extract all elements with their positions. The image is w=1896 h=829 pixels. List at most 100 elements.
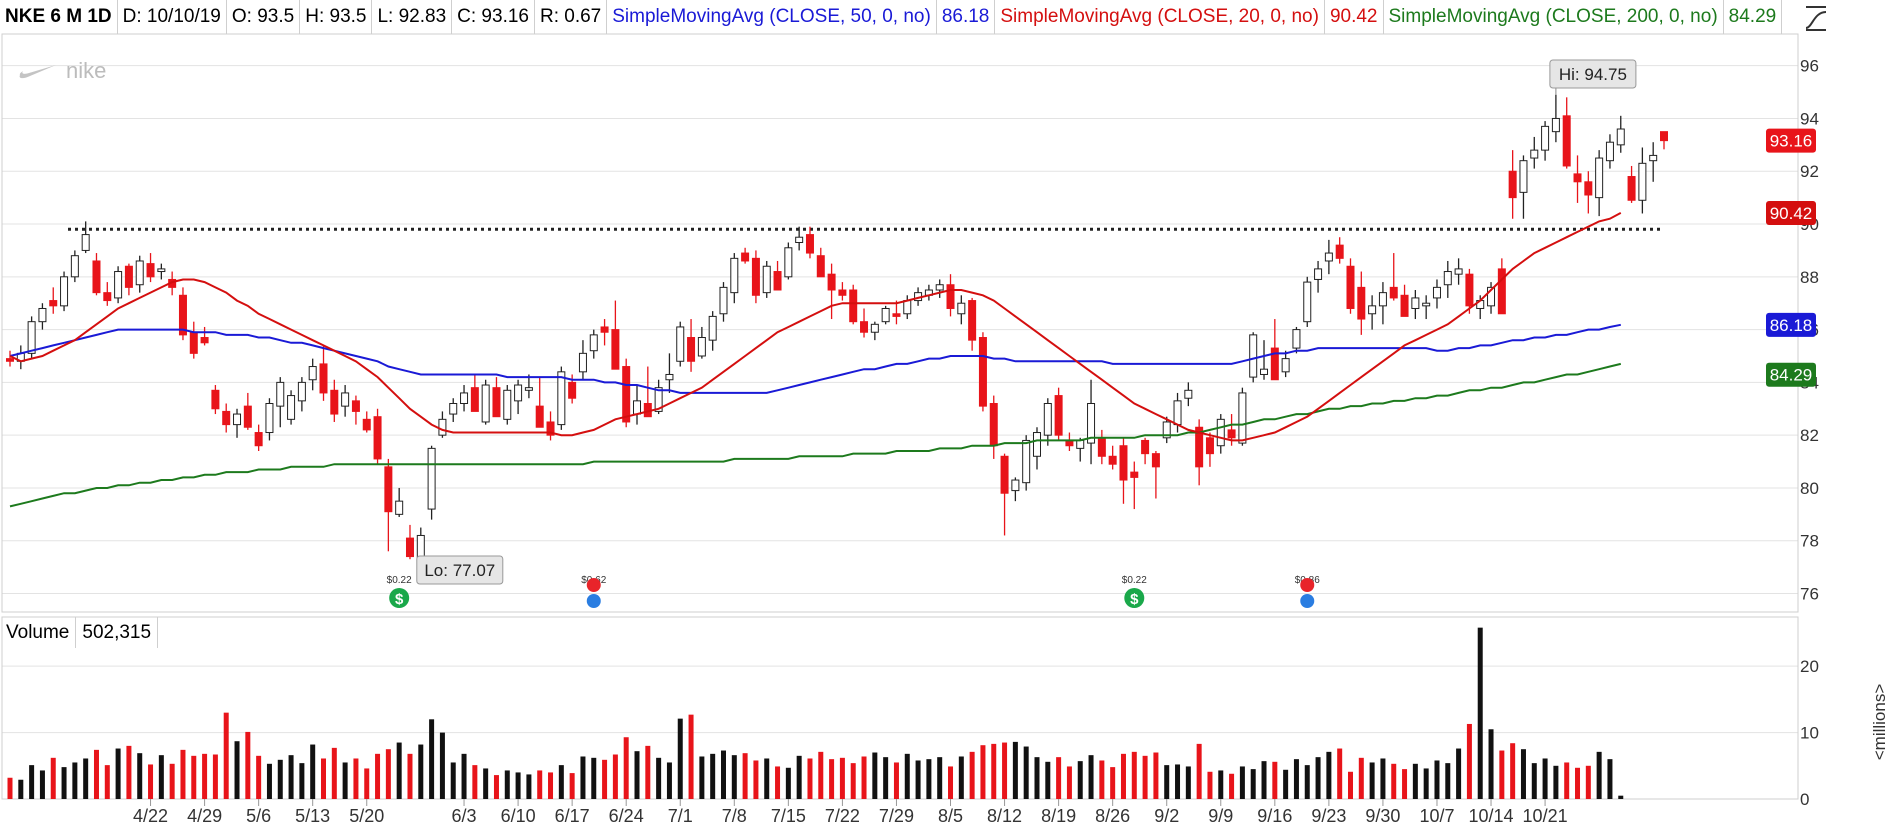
candle-body: [1108, 455, 1117, 465]
date-tick-label: 7/1: [668, 806, 693, 826]
volume-header: Volume 502,315: [0, 617, 159, 648]
volume-bar: [969, 751, 975, 799]
earnings-info-icon: [586, 594, 601, 608]
candle: [611, 300, 620, 370]
volume-bar: [656, 757, 662, 799]
candle: [1649, 142, 1658, 182]
candle: [1541, 121, 1550, 161]
annotation-box: [416, 555, 504, 585]
date-tick-label: 8/5: [938, 806, 963, 826]
price-badge: 86.18: [1766, 312, 1816, 337]
date-tick-label: 7/8: [722, 806, 747, 826]
high-value: H: 93.5: [300, 0, 373, 34]
volume-bar: [904, 753, 910, 799]
candle: [751, 250, 760, 304]
price-tick-label: 76: [1800, 585, 1819, 604]
volume-bar: [1239, 766, 1245, 799]
volume-bar: [1510, 743, 1516, 799]
candle: [373, 408, 382, 465]
volume-bar: [256, 755, 262, 799]
candle-body: [492, 387, 501, 418]
candle-body: [38, 307, 47, 323]
volume-bar: [115, 748, 121, 799]
volume-bar: [720, 750, 726, 799]
volume-bar: [288, 755, 294, 799]
candle-body: [1649, 154, 1658, 162]
candle-body: [1497, 268, 1506, 315]
company-logo: nike: [18, 58, 106, 84]
volume-bar: [548, 772, 554, 799]
candle: [135, 255, 144, 293]
candle: [524, 374, 533, 399]
candle: [1011, 477, 1020, 502]
candle: [470, 374, 479, 412]
candle-body: [373, 416, 382, 460]
sma50-study-label[interactable]: SimpleMovingAvg (CLOSE, 50, 0, no): [607, 0, 937, 34]
volume-bar: [666, 762, 672, 799]
volume-bar: [504, 770, 510, 799]
volume-bar: [818, 751, 824, 799]
volume-bar: [602, 759, 608, 799]
volume-bar: [202, 753, 208, 799]
candle-body: [524, 387, 533, 391]
volume-label[interactable]: Volume: [0, 617, 77, 648]
date-tick-label: 5/13: [295, 806, 330, 826]
candle-body: [222, 410, 231, 426]
price-tick-label: 94: [1800, 109, 1819, 128]
candle: [697, 326, 706, 359]
volume-bar: [980, 745, 986, 799]
volume-bar: [872, 752, 878, 799]
date-tick-label: 9/23: [1311, 806, 1346, 826]
candle-body: [114, 271, 123, 299]
candle: [395, 487, 404, 517]
candle: [1130, 461, 1139, 510]
volume-bar: [1175, 764, 1181, 799]
volume-bar: [742, 753, 748, 799]
candle-body: [70, 255, 79, 278]
candle-body: [578, 352, 587, 373]
date-tick-label: 6/17: [555, 806, 590, 826]
candle: [362, 411, 371, 433]
volume-bar: [223, 712, 229, 799]
candle-body: [1054, 395, 1063, 436]
volume-bar: [472, 765, 478, 799]
price-gridlines: [2, 65, 1798, 595]
low-annotation: Lo: 77.07: [416, 555, 504, 585]
candle-body: [1541, 125, 1550, 151]
candle-body: [589, 334, 598, 352]
volume-bar: [1153, 752, 1159, 799]
candle: [81, 221, 90, 254]
candle-body: [1357, 286, 1366, 320]
close-value: C: 93.16: [452, 0, 535, 34]
sma20-study-label[interactable]: SimpleMovingAvg (CLOSE, 20, 0, no): [995, 0, 1325, 34]
candle: [978, 332, 987, 412]
volume-bar: [1337, 748, 1343, 799]
candle: [276, 377, 285, 428]
candle-body: [535, 405, 544, 428]
volume-bar: [1466, 723, 1472, 799]
volume-bar: [1229, 773, 1235, 799]
date-tick-label: 5/6: [246, 806, 271, 826]
studies-icon[interactable]: [1800, 2, 1832, 34]
corporate-events[interactable]: $0.22 $ $0.62 $0.22 $ $0.86: [387, 575, 1321, 608]
symbol-label[interactable]: NKE 6 M 1D: [0, 0, 118, 34]
volume-bar: [883, 757, 889, 799]
candle-body: [1205, 437, 1214, 455]
sma200-study-label[interactable]: SimpleMovingAvg (CLOSE, 200, 0, no): [1384, 0, 1724, 34]
candle: [1519, 155, 1528, 219]
date-tick-label: 5/20: [349, 806, 384, 826]
range-value: R: 0.67: [535, 0, 608, 34]
volume-bar: [634, 751, 640, 799]
candle-body: [1281, 358, 1290, 373]
volume-bar: [396, 742, 402, 799]
volume-bar: [1120, 753, 1126, 799]
candle-body: [903, 300, 912, 315]
candle: [589, 329, 598, 359]
candle-body: [319, 363, 328, 394]
candle-body: [957, 302, 966, 315]
price-badge-label: 93.16: [1770, 132, 1813, 151]
event-label: $0.22: [387, 575, 412, 586]
volume-bar: [93, 749, 99, 799]
candle: [92, 253, 101, 296]
